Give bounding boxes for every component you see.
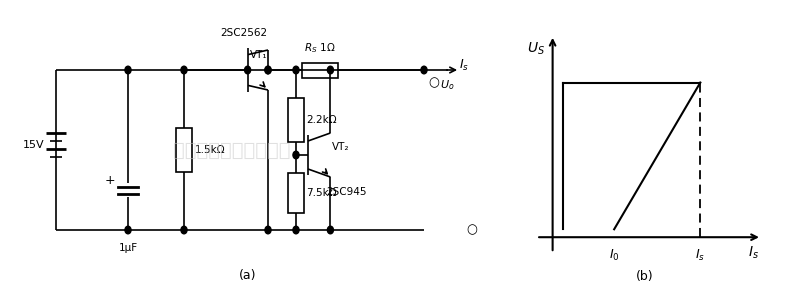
Text: 1μF: 1μF	[118, 243, 138, 253]
Circle shape	[293, 151, 299, 159]
Text: $R_S$ 1Ω: $R_S$ 1Ω	[304, 41, 336, 55]
Text: $I_s$: $I_s$	[459, 57, 469, 72]
Text: (b): (b)	[636, 270, 654, 283]
Circle shape	[421, 66, 427, 74]
Circle shape	[181, 66, 187, 74]
Circle shape	[327, 66, 334, 74]
Circle shape	[327, 226, 334, 234]
Circle shape	[265, 66, 271, 74]
Text: 7.5kΩ: 7.5kΩ	[306, 188, 337, 197]
Circle shape	[125, 226, 131, 234]
Bar	[302, 63, 338, 77]
Text: $I_0$: $I_0$	[609, 247, 619, 263]
Bar	[176, 128, 192, 172]
Text: $U_S$: $U_S$	[527, 41, 546, 57]
Text: ○: ○	[466, 224, 478, 237]
Circle shape	[265, 66, 271, 74]
Text: 15V: 15V	[22, 140, 45, 150]
Circle shape	[181, 226, 187, 234]
Circle shape	[125, 66, 131, 74]
Circle shape	[293, 66, 299, 74]
Text: +: +	[105, 173, 116, 186]
Text: 2SC2562: 2SC2562	[221, 28, 267, 38]
Circle shape	[245, 66, 250, 74]
Text: $I_s$: $I_s$	[748, 245, 759, 261]
Text: $U_o$: $U_o$	[440, 78, 454, 92]
Text: 杭州将睹科技有限公司: 杭州将睹科技有限公司	[174, 140, 290, 160]
Text: 2.2kΩ: 2.2kΩ	[306, 115, 337, 125]
Bar	[288, 98, 304, 142]
Text: VT₂: VT₂	[332, 142, 350, 152]
Circle shape	[265, 226, 271, 234]
Circle shape	[293, 226, 299, 234]
Bar	[288, 173, 304, 213]
Text: 2SC945: 2SC945	[326, 187, 367, 197]
Text: VT₁: VT₁	[250, 50, 267, 60]
Text: $I_s$: $I_s$	[695, 247, 706, 263]
Text: (a): (a)	[239, 269, 257, 282]
Text: 1.5kΩ: 1.5kΩ	[194, 145, 225, 155]
Text: ○: ○	[428, 77, 439, 90]
